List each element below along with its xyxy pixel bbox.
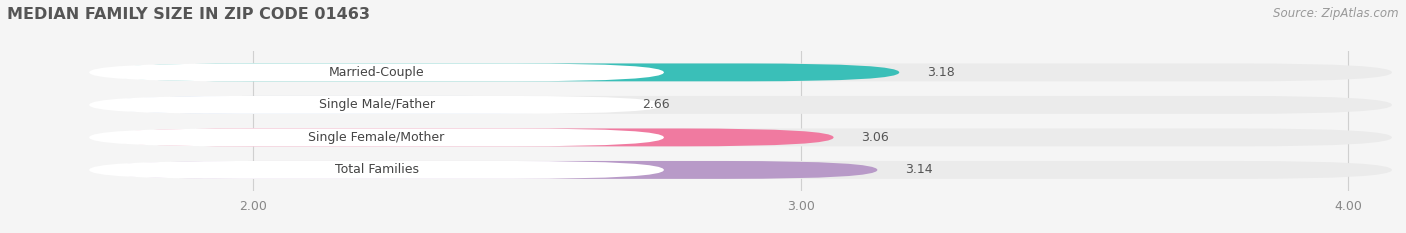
FancyBboxPatch shape — [100, 161, 1392, 179]
Text: 3.14: 3.14 — [904, 163, 932, 176]
FancyBboxPatch shape — [100, 63, 1392, 81]
Text: Single Male/Father: Single Male/Father — [319, 98, 434, 111]
FancyBboxPatch shape — [100, 128, 1392, 146]
FancyBboxPatch shape — [89, 63, 664, 81]
Text: MEDIAN FAMILY SIZE IN ZIP CODE 01463: MEDIAN FAMILY SIZE IN ZIP CODE 01463 — [7, 7, 370, 22]
Text: Total Families: Total Families — [335, 163, 419, 176]
Text: 3.18: 3.18 — [927, 66, 955, 79]
FancyBboxPatch shape — [89, 161, 664, 179]
Text: 2.66: 2.66 — [643, 98, 669, 111]
FancyBboxPatch shape — [100, 63, 900, 81]
Text: Married-Couple: Married-Couple — [329, 66, 425, 79]
Text: Single Female/Mother: Single Female/Mother — [308, 131, 444, 144]
FancyBboxPatch shape — [100, 128, 834, 146]
FancyBboxPatch shape — [89, 96, 664, 114]
Text: Source: ZipAtlas.com: Source: ZipAtlas.com — [1274, 7, 1399, 20]
Text: 3.06: 3.06 — [860, 131, 889, 144]
FancyBboxPatch shape — [89, 128, 664, 146]
FancyBboxPatch shape — [100, 161, 877, 179]
FancyBboxPatch shape — [100, 96, 1392, 114]
FancyBboxPatch shape — [100, 96, 614, 114]
